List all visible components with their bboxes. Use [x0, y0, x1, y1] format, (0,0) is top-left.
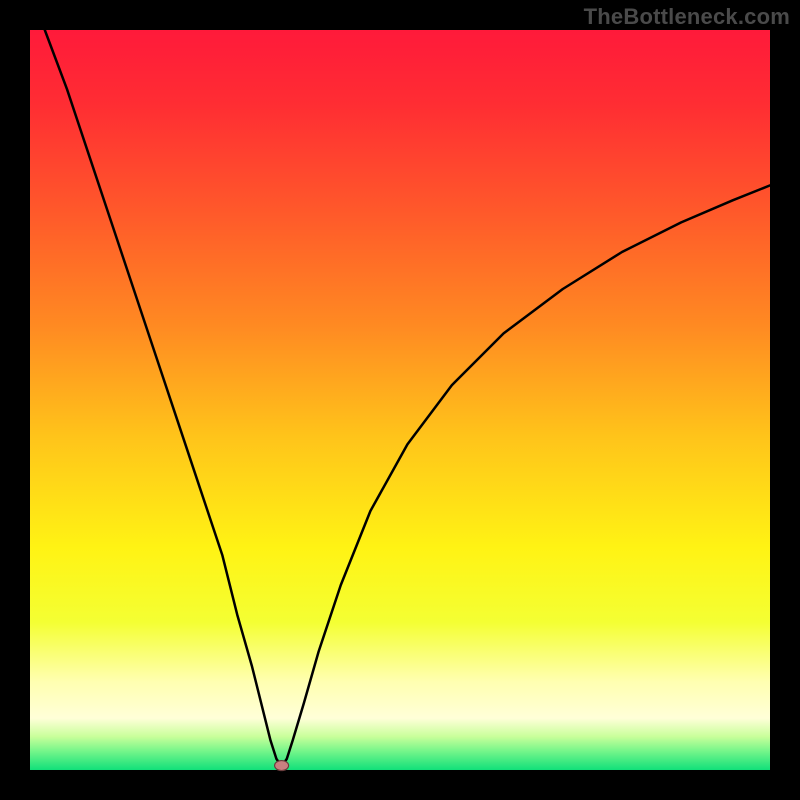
chart-svg [0, 0, 800, 800]
optimum-marker [275, 761, 289, 771]
chart-container: TheBottleneck.com [0, 0, 800, 800]
watermark-text: TheBottleneck.com [584, 4, 790, 30]
plot-gradient-area [30, 30, 770, 770]
